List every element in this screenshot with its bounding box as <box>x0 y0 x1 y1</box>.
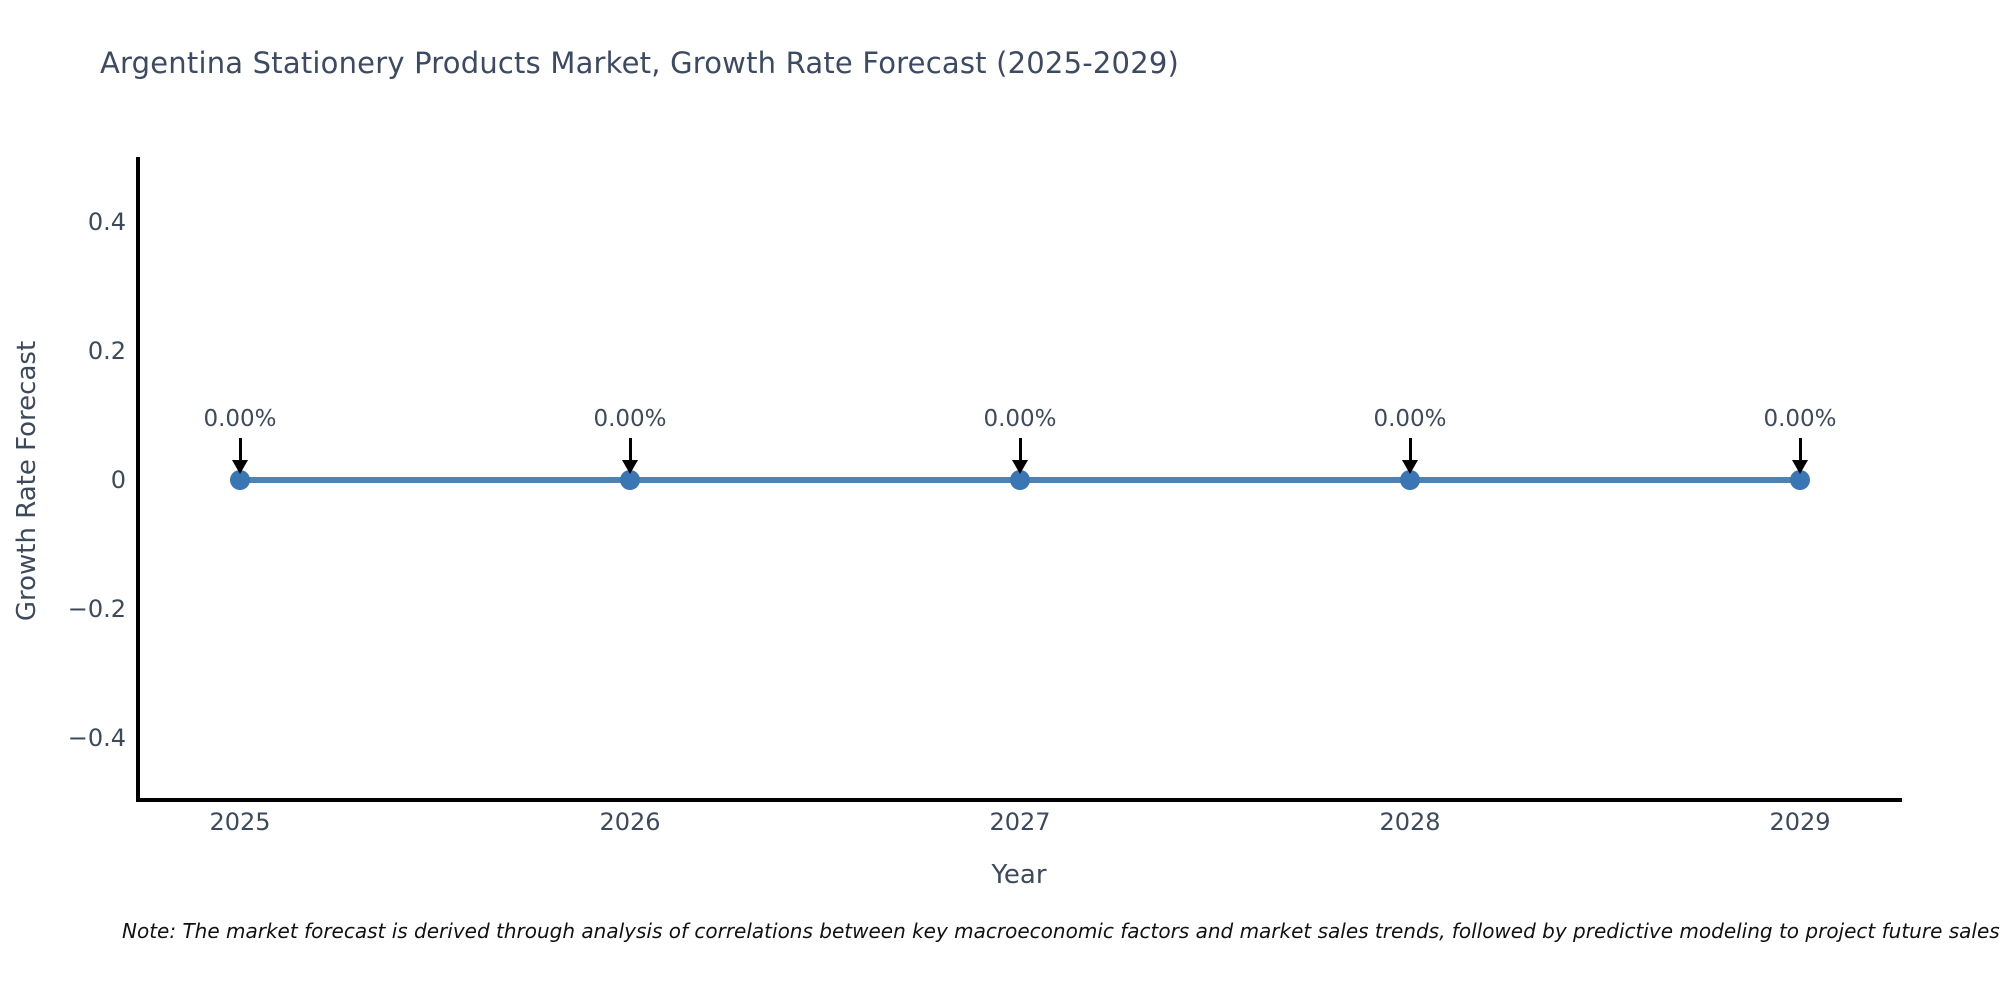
annotation-arrow-stem <box>238 438 242 462</box>
annotation-arrow-stem <box>628 438 632 462</box>
y-tick-label: 0.2 <box>87 337 126 365</box>
x-axis-title: Year <box>991 860 1047 890</box>
x-tick-label: 2029 <box>1769 808 1831 836</box>
data-point-marker <box>1400 470 1420 490</box>
point-value-label: 0.00% <box>983 406 1057 432</box>
data-point-marker <box>230 470 250 490</box>
annotation-arrow-stem <box>1018 438 1022 462</box>
point-value-label: 0.00% <box>593 406 667 432</box>
x-tick-label: 2027 <box>989 808 1051 836</box>
point-value-label: 0.00% <box>1763 406 1837 432</box>
annotation-arrowhead-icon <box>1012 460 1028 474</box>
x-axis-spine <box>136 798 1902 802</box>
x-tick-label: 2026 <box>599 808 661 836</box>
y-tick-label: 0 <box>110 466 126 494</box>
point-value-label: 0.00% <box>203 406 277 432</box>
annotation-arrow-stem <box>1798 438 1802 462</box>
point-value-label: 0.00% <box>1373 406 1447 432</box>
y-tick-label: −0.2 <box>67 595 126 623</box>
annotation-arrow-stem <box>1408 438 1412 462</box>
y-tick-label: −0.4 <box>67 724 126 752</box>
annotation-arrowhead-icon <box>1402 460 1418 474</box>
x-tick-label: 2025 <box>209 808 271 836</box>
y-axis-title: Growth Rate Forecast <box>12 340 42 622</box>
data-point-marker <box>1010 470 1030 490</box>
data-point-marker <box>1790 470 1810 490</box>
annotation-arrowhead-icon <box>622 460 638 474</box>
chart-title: Argentina Stationery Products Market, Gr… <box>100 46 1180 80</box>
footnote: Note: The market forecast is derived thr… <box>122 919 2000 943</box>
data-point-marker <box>620 470 640 490</box>
annotation-arrowhead-icon <box>1792 460 1808 474</box>
y-tick-label: 0.4 <box>87 208 126 236</box>
x-tick-label: 2028 <box>1379 808 1441 836</box>
y-axis-spine <box>136 157 140 802</box>
annotation-arrowhead-icon <box>232 460 248 474</box>
